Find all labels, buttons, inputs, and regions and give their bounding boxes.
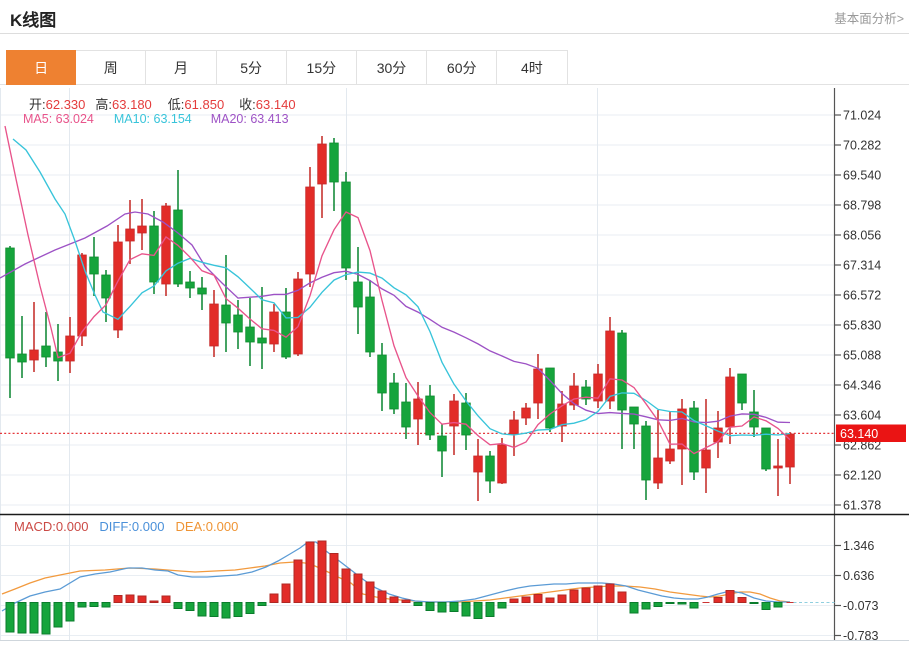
svg-text:65.088: 65.088 xyxy=(843,348,881,362)
svg-text:70.282: 70.282 xyxy=(843,138,881,152)
svg-text:63.140: 63.140 xyxy=(840,427,878,441)
svg-text:71.024: 71.024 xyxy=(843,108,881,122)
svg-text:-0.073: -0.073 xyxy=(843,599,878,613)
svg-text:1.346: 1.346 xyxy=(843,539,874,553)
svg-text:-0.783: -0.783 xyxy=(843,629,878,643)
svg-text:68.056: 68.056 xyxy=(843,228,881,242)
svg-text:65.830: 65.830 xyxy=(843,318,881,332)
svg-text:64.346: 64.346 xyxy=(843,378,881,392)
svg-text:63.604: 63.604 xyxy=(843,408,881,422)
svg-text:0.636: 0.636 xyxy=(843,569,874,583)
svg-text:62.120: 62.120 xyxy=(843,468,881,482)
svg-text:61.378: 61.378 xyxy=(843,498,881,512)
svg-text:67.314: 67.314 xyxy=(843,258,881,272)
svg-text:66.572: 66.572 xyxy=(843,288,881,302)
svg-text:68.798: 68.798 xyxy=(843,198,881,212)
svg-text:69.540: 69.540 xyxy=(843,168,881,182)
